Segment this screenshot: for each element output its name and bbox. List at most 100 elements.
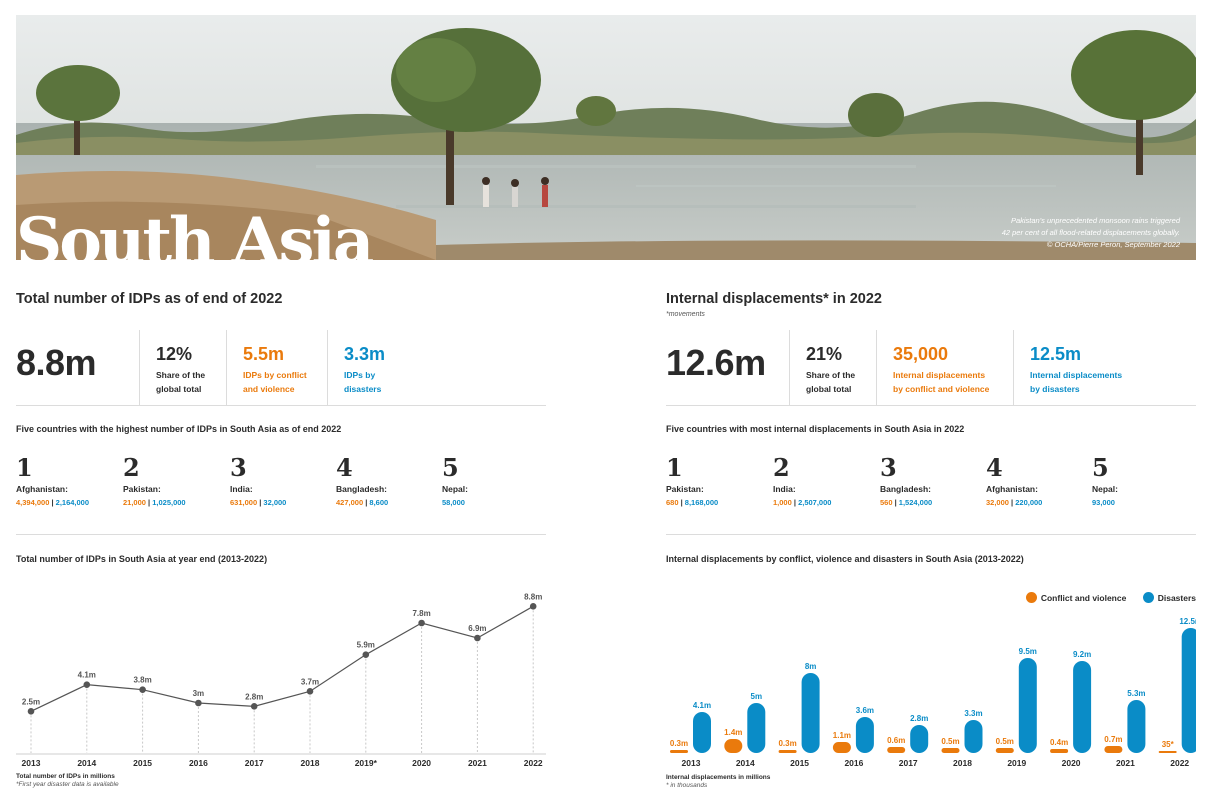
bar-conflict [1050, 749, 1069, 753]
data-point [306, 688, 314, 695]
bar-disasters [693, 712, 711, 753]
data-label: 3m [193, 689, 205, 698]
photo-caption: Pakistan's unprecedented monsoon rains t… [950, 215, 1180, 251]
section-title: Total number of IDPs as of end of 2022 [16, 291, 283, 307]
kpi-value: 21% [806, 344, 843, 364]
bar-label-disasters: 9.5m [1019, 647, 1037, 656]
total-displacements-value: 12.6m [666, 342, 766, 383]
bar-conflict [832, 742, 851, 753]
rank-item: 1 Afghanistan: 4,394,000 | 2,164,000 [16, 453, 122, 508]
data-point [195, 699, 202, 707]
legend-swatch [1025, 592, 1037, 603]
country-name: Nepal: [442, 484, 468, 494]
country-figures: 680 | 8,168,000 [666, 498, 719, 507]
country-name: India: [773, 484, 796, 494]
bar-label-conflict: 1.4m [724, 728, 742, 737]
bar-label-conflict: 0.3m [778, 739, 796, 748]
bar-disasters [1073, 661, 1092, 753]
x-tick-label: 2021 [1116, 758, 1135, 768]
rank-number: 2 [123, 453, 140, 482]
country-figures: 21,000 | 1,025,000 [123, 498, 186, 507]
rank-number: 1 [16, 453, 33, 482]
region-title: South Asia [16, 204, 374, 261]
x-tick-label: 2015 [133, 758, 152, 768]
rank-number: 1 [666, 453, 683, 482]
bar-label-conflict: 0.5m [941, 737, 959, 746]
x-tick-label: 2021 [468, 758, 487, 768]
country-name: Nepal: [1092, 484, 1118, 494]
x-tick-label: 2015 [790, 758, 809, 768]
bar-disasters [855, 717, 874, 753]
top5-title: Five countries with most internal displa… [666, 424, 965, 434]
data-label: 3.7m [301, 677, 319, 686]
divider [666, 534, 1196, 535]
country-name: Pakistan: [666, 484, 704, 494]
x-tick-label: 2018 [301, 758, 320, 768]
x-tick-label: 2016 [189, 758, 208, 768]
country-name: India: [230, 484, 253, 494]
kpi-value: 12% [156, 344, 193, 364]
x-tick-label: 2020 [1062, 758, 1081, 768]
country-figures: 631,000 | 32,000 [230, 498, 287, 507]
bar-label-disasters: 3.3m [964, 709, 982, 718]
bar-label-disasters: 2.8m [910, 714, 928, 723]
rank-item: 5 Nepal: 93,000 [1092, 456, 1198, 508]
x-tick-label: 2018 [953, 758, 972, 768]
kpi-label: IDPs by disasters [344, 370, 382, 394]
kpi-label: Internal displacements by disasters [1030, 370, 1123, 394]
data-point [27, 708, 35, 715]
data-point [83, 681, 91, 688]
bar-disasters [1127, 700, 1146, 753]
data-label: 2.5m [22, 697, 40, 706]
chart-notes: Internal displacements in millions * in … [666, 774, 771, 789]
divider [16, 405, 546, 406]
bar-label-disasters: 9.2m [1073, 650, 1091, 659]
x-tick-label: 2022 [1170, 758, 1189, 768]
bar-label-disasters: 3.6m [856, 706, 874, 715]
country-figures: 93,000 [1092, 498, 1115, 507]
photo-credit: © OCHA/Pierre Peron, September 2022 [1046, 240, 1180, 249]
country-name: Afghanistan: [16, 484, 68, 494]
bar-disasters [1181, 628, 1196, 753]
bar-label-disasters: 5.3m [1127, 689, 1145, 698]
bar-conflict [724, 739, 743, 753]
divider [666, 405, 1196, 406]
rank-number: 4 [986, 453, 1003, 482]
x-tick-label: 2017 [899, 758, 918, 768]
country-figures: 58,000 [442, 498, 465, 507]
data-point [250, 703, 258, 710]
hero-banner: South Asia Pakistan's unprecedented mons… [16, 15, 1196, 260]
rank-number: 2 [773, 453, 790, 482]
bar-label-conflict: 0.5m [996, 737, 1014, 746]
idp-line-chart: 2.5m 2013 4.1m 2014 3.8m 2015 3m 2016 2.8m 2017 3.… [16, 592, 546, 768]
rank-number: 4 [336, 453, 353, 482]
kpi-label: Share of the global total [156, 370, 206, 394]
x-tick-label: 2016 [844, 758, 863, 768]
country-figures: 427,000 | 8,600 [336, 498, 389, 507]
country-figures: 560 | 1,524,000 [880, 498, 933, 507]
kpi-label: Share of the global total [806, 370, 856, 394]
country-name: Afghanistan: [986, 484, 1038, 494]
rank-item: 1 Pakistan: 680 | 8,168,000 [666, 453, 772, 508]
caption-line: Pakistan's unprecedented monsoon rains t… [1010, 216, 1180, 225]
bar-conflict [1158, 751, 1177, 753]
x-tick-label: 2014 [736, 758, 755, 768]
x-tick-label: 2019* [355, 758, 378, 768]
bar-label-disasters: 12.5m [1179, 617, 1196, 626]
rank-item: 4 Bangladesh: 427,000 | 8,600 [336, 453, 442, 508]
bar-disasters [801, 673, 820, 753]
data-label: 8.8m [524, 592, 542, 601]
x-tick-label: 2013 [22, 758, 41, 768]
data-point [474, 634, 481, 642]
rank-number: 5 [442, 453, 459, 482]
rank-item: 2 India: 1,000 | 2,507,000 [773, 453, 879, 508]
bar-conflict [941, 748, 960, 753]
data-point [529, 603, 537, 610]
x-tick-label: 2019 [1007, 758, 1026, 768]
bar-conflict [670, 750, 688, 753]
data-point [418, 619, 425, 627]
bar-label-disasters: 5m [751, 692, 763, 701]
kpi-disasters: 12.5m Internal displacements by disasters [1013, 330, 1148, 406]
country-name: Bangladesh: [336, 484, 388, 494]
data-label: 7.8m [412, 609, 430, 618]
